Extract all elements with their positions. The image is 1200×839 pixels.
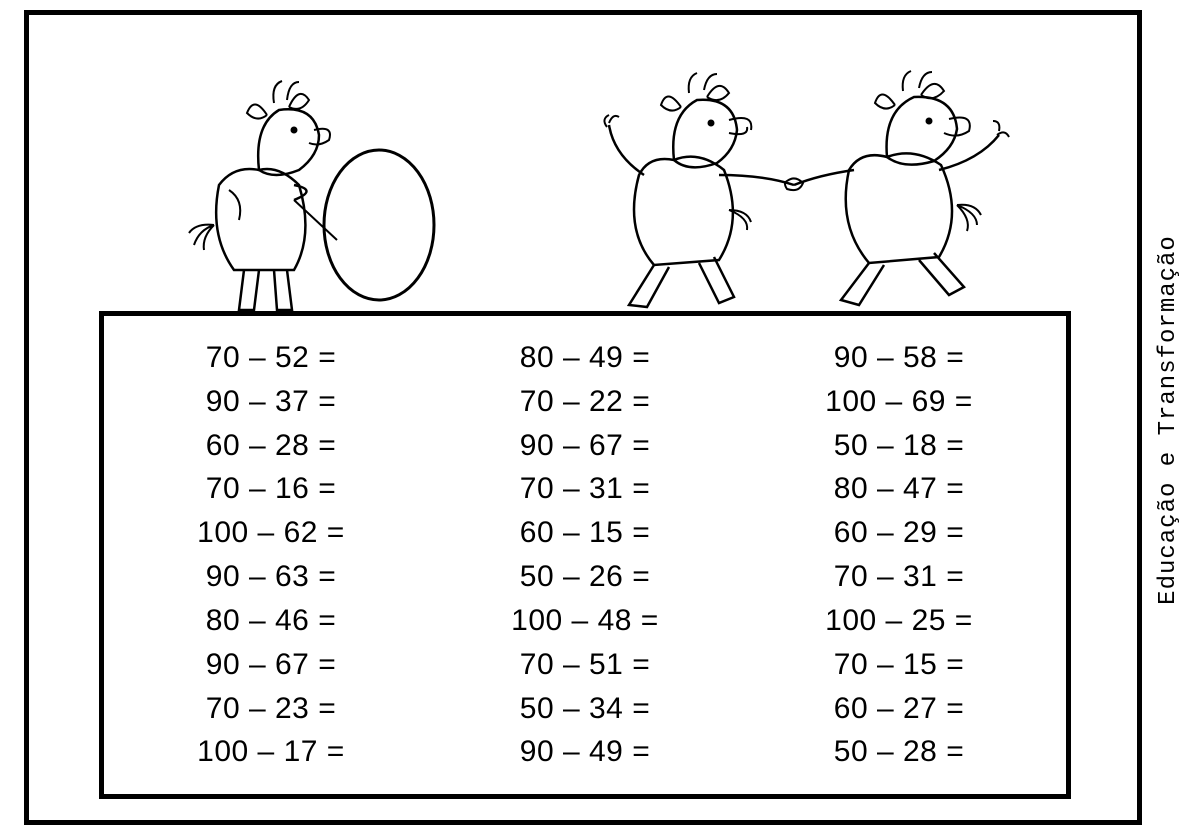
watermark-text: Educação e Transformação [1155,235,1182,605]
equation: 90 – 49 = [520,730,650,774]
equation: 80 – 49 = [520,336,650,380]
equation: 50 – 28 = [834,730,964,774]
equation: 90 – 67 = [520,424,650,468]
equation: 90 – 63 = [206,555,336,599]
equation: 70 – 51 = [520,643,650,687]
equation: 70 – 16 = [206,467,336,511]
worksheet-frame: 70 – 52 = 90 – 37 = 60 – 28 = 70 – 16 = … [24,10,1142,825]
equation: 70 – 52 = [206,336,336,380]
equation: 80 – 46 = [206,599,336,643]
goats-dancing-illustration [569,35,1069,315]
equation: 50 – 18 = [834,424,964,468]
goat-hoop-illustration [159,35,459,315]
column-3: 90 – 58 = 100 – 69 = 50 – 18 = 80 – 47 =… [742,336,1056,774]
equation: 90 – 67 = [206,643,336,687]
equation: 60 – 27 = [834,687,964,731]
equation: 70 – 31 = [834,555,964,599]
equation: 100 – 48 = [511,599,659,643]
equation: 50 – 34 = [520,687,650,731]
column-2: 80 – 49 = 70 – 22 = 90 – 67 = 70 – 31 = … [428,336,742,774]
equation: 60 – 28 = [206,424,336,468]
equation: 70 – 15 = [834,643,964,687]
equation: 100 – 25 = [825,599,973,643]
equation: 60 – 15 = [520,511,650,555]
problem-box: 70 – 52 = 90 – 37 = 60 – 28 = 70 – 16 = … [99,311,1071,799]
equation: 100 – 69 = [825,380,973,424]
equation: 70 – 23 = [206,687,336,731]
equation: 60 – 29 = [834,511,964,555]
illustration-area [29,15,1137,315]
equation: 100 – 62 = [197,511,345,555]
equation: 80 – 47 = [834,467,964,511]
equation: 70 – 22 = [520,380,650,424]
equation: 90 – 58 = [834,336,964,380]
column-1: 70 – 52 = 90 – 37 = 60 – 28 = 70 – 16 = … [114,336,428,774]
equation: 90 – 37 = [206,380,336,424]
equation: 100 – 17 = [197,730,345,774]
equation: 70 – 31 = [520,467,650,511]
equation: 50 – 26 = [520,555,650,599]
